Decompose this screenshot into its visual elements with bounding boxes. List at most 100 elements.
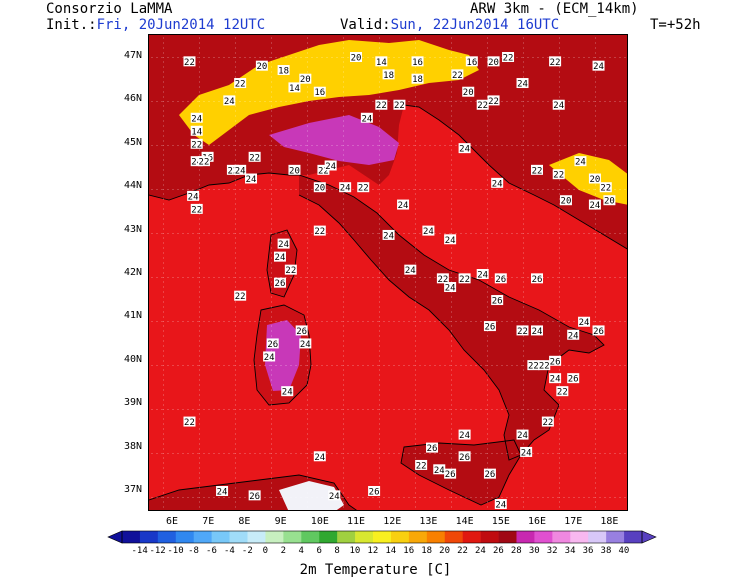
temp-point-box — [404, 264, 417, 275]
temp-point-label: 20 — [559, 195, 572, 207]
init-label: Init.: — [46, 17, 97, 33]
colorbar-tick-label: 10 — [349, 546, 361, 556]
temp-point-label: 26 — [266, 338, 279, 350]
temp-point-value: 24 — [445, 236, 456, 246]
temp-point-value: 26 — [485, 470, 496, 480]
temp-point-box — [190, 138, 203, 149]
temp-point-label: 24 — [313, 451, 326, 463]
temp-point-value: 24 — [264, 353, 275, 363]
temp-point-value: 20 — [488, 58, 499, 68]
temp-point-box — [588, 199, 601, 210]
temp-point-label: 24 — [433, 464, 446, 476]
lon-label: 10E — [310, 516, 329, 527]
colorbar-cell — [139, 531, 159, 543]
colorbar-cell — [408, 531, 428, 543]
temp-point-box — [368, 486, 381, 496]
colorbar-tick-label: 40 — [618, 546, 630, 556]
temp-point-value: 24 — [314, 453, 325, 463]
temp-point-label: 18 — [277, 65, 290, 77]
colorbar-cell — [283, 531, 302, 543]
temp-point-label: 20 — [588, 173, 601, 185]
temp-point-value: 20 — [289, 166, 300, 176]
temp-point-value: 22 — [503, 54, 514, 64]
temp-point-box — [397, 199, 410, 210]
colorbar-max-arrow — [641, 530, 657, 544]
lon-label: 14E — [455, 516, 474, 527]
temp-point-label: 24 — [190, 156, 203, 168]
temp-point-box — [444, 234, 457, 245]
temp-point-box — [588, 173, 601, 184]
temp-point-label: 24 — [339, 182, 352, 194]
temp-point-label: 24 — [516, 429, 529, 441]
temp-point-label: 24 — [567, 329, 580, 341]
colorbar-tick-label: 34 — [564, 546, 576, 556]
temp-point-value: 24 — [495, 501, 506, 511]
temp-point-box — [494, 273, 507, 284]
temp-point-box — [411, 73, 424, 84]
temp-point-label: 14 — [190, 125, 203, 137]
temp-point-label: 26 — [592, 325, 605, 337]
temp-point-value: 18 — [383, 71, 394, 81]
temp-point-value: 22 — [542, 418, 553, 428]
temp-point-label: 22 — [531, 164, 543, 176]
temp-point-box — [491, 177, 504, 188]
temp-point-label: 22 — [458, 273, 471, 285]
lon-label: 11E — [347, 516, 366, 527]
colorbar-cell — [390, 531, 410, 543]
temp-point-value: 24 — [579, 318, 590, 328]
temp-point-label: 26 — [273, 277, 286, 289]
temp-point-label: 20 — [350, 52, 362, 64]
colorbar-cell — [444, 531, 463, 543]
lat-label: 40N — [124, 353, 143, 365]
lon-label: 17E — [564, 516, 583, 527]
colorbar-tick-label: 18 — [421, 546, 433, 556]
colorbar-cell — [211, 531, 230, 543]
colorbar-cell — [157, 531, 177, 543]
temp-point-label: 24 — [360, 112, 373, 124]
temp-point-value: 24 — [188, 192, 199, 202]
colorbar-tick-label: 16 — [403, 546, 415, 556]
temp-point-value: 14 — [191, 127, 202, 137]
temp-point-box — [277, 65, 290, 76]
colorbar-cell — [265, 531, 284, 543]
temp-point-box — [190, 203, 203, 214]
temp-point-label: 24 — [458, 143, 471, 155]
temp-point-value: 24 — [340, 184, 351, 194]
temp-point-label: 26 — [295, 325, 308, 337]
temp-point-box — [458, 143, 471, 154]
temp-point-value: 26 — [550, 357, 561, 367]
colorbar-title: 2m Temperature [C] — [299, 562, 452, 578]
temp-point-box — [288, 82, 301, 93]
temp-point-box — [234, 164, 247, 175]
temp-point-label: 24 — [574, 156, 587, 168]
temp-point-value: 20 — [300, 75, 311, 85]
temp-point-box — [190, 156, 203, 167]
valid-label: Valid: — [340, 17, 391, 33]
temp-point-value: 24 — [517, 431, 528, 441]
colorbar-tick-label: 30 — [528, 546, 540, 556]
lat-label: 47N — [124, 50, 143, 61]
temp-point-box — [183, 416, 196, 427]
temp-point-value: 24 — [224, 97, 235, 107]
temp-point-box — [248, 490, 261, 501]
temp-point-box — [393, 99, 406, 110]
temp-point-value: 26 — [495, 275, 506, 285]
temp-point-label: 22 — [541, 416, 554, 428]
colorbar-tick-label: 24 — [475, 546, 486, 556]
temp-point-label: 22 — [599, 182, 612, 194]
colorbar-tick-label: 6 — [316, 546, 322, 556]
temp-point-label: 24 — [422, 225, 435, 237]
temp-point-value: 22 — [199, 158, 210, 168]
temp-point-label: 26 — [483, 321, 496, 333]
temp-point-box — [552, 169, 565, 180]
temp-point-box — [592, 325, 605, 336]
temp-point-label: 24 — [520, 446, 533, 458]
temp-point-box — [531, 325, 543, 336]
temp-point-box — [556, 386, 569, 397]
temp-point-value: 20 — [589, 175, 600, 185]
temp-point-label: 26 — [426, 442, 439, 454]
temp-point-label: 24 — [531, 325, 543, 337]
temp-point-value: 24 — [423, 227, 434, 237]
temp-point-value: 22 — [184, 58, 195, 68]
